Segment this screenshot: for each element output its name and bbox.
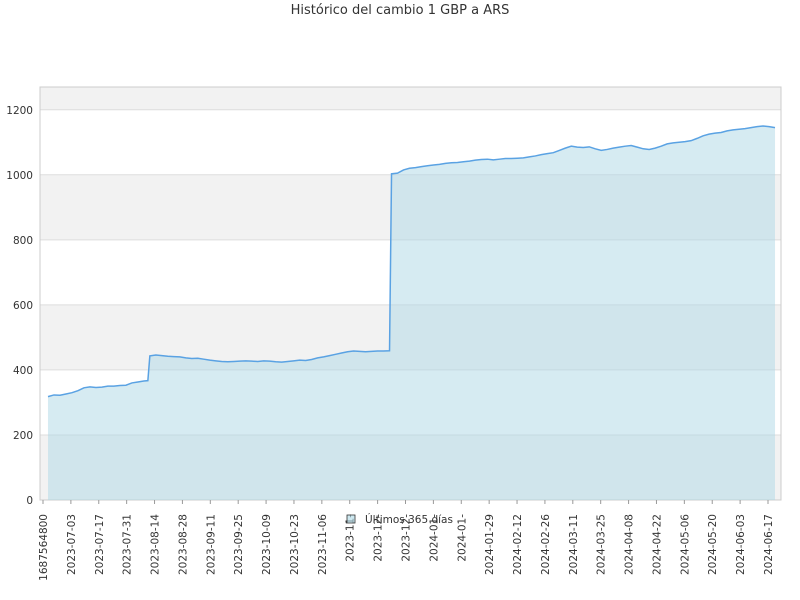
legend: Últimos 365 días — [346, 513, 453, 526]
y-tick-label: 400 — [13, 365, 33, 377]
x-tick-label: 2024-01- — [456, 514, 468, 562]
x-tick-label: 2024-05-20 — [707, 514, 719, 575]
y-tick-labels: 0 200 400 600 800 1000 1200 — [6, 105, 33, 507]
x-tick-label: 2024-04-08 — [624, 514, 636, 575]
x-tick-label: 2023-09-11 — [205, 514, 217, 575]
x-tick-label: 2023-09-25 — [233, 514, 245, 575]
chart-title: Histórico del cambio 1 GBP a ARS — [290, 3, 510, 18]
x-tick-label: 2023-08-28 — [177, 514, 189, 575]
y-tick-label: 600 — [13, 300, 33, 312]
x-tick-label: 2024-02-26 — [540, 514, 552, 575]
x-tick-label: 2023-10-09 — [261, 514, 273, 575]
x-tick-label: 2023-11- — [345, 514, 357, 562]
x-tick-label: 2023-11-06 — [317, 514, 329, 575]
y-band — [40, 87, 781, 110]
y-tick-label: 1200 — [6, 105, 33, 117]
series-line — [47, 125, 776, 398]
x-tick-label: 2024-05-06 — [679, 514, 691, 575]
x-tick-label: 2023-12- — [373, 514, 385, 562]
y-tick-label: 1000 — [6, 170, 33, 182]
series-area — [47, 126, 776, 501]
x-tick-label: 2024-04-22 — [652, 514, 664, 575]
x-tick-label: 2024-02-12 — [512, 514, 524, 575]
y-tick-label: 200 — [13, 430, 33, 442]
x-tick-label: 2023-08-14 — [150, 514, 162, 575]
legend-swatch — [346, 514, 356, 524]
legend-label-series-0: Últimos 365 días — [365, 513, 453, 526]
x-tick-label: 2024-06-03 — [735, 514, 747, 575]
x-tick-label: 2023-07-03 — [66, 514, 78, 575]
x-tick-label: 2024-03-25 — [596, 514, 608, 575]
y-tick-label: 800 — [13, 235, 33, 247]
x-tick-label: 2024-01- — [428, 514, 440, 562]
x-tick-label: 2023-07-31 — [122, 514, 134, 575]
x-tick-label: 2023-10-23 — [289, 514, 301, 575]
x-tick-label: 2023-12- — [401, 514, 413, 562]
x-tick-labels: 1687564800 2023-07-03 2023-07-17 2023-07-31… — [38, 500, 775, 581]
y-tick-label: 0 — [26, 495, 33, 507]
x-tick-label: 2024-03-11 — [568, 514, 580, 575]
x-tick-label: 1687564800 — [38, 514, 50, 581]
x-tick-label: 2023-07-17 — [94, 514, 106, 575]
x-tick-label: 2024-01-29 — [484, 514, 496, 575]
x-tick-label: 2024-06-17 — [763, 514, 775, 575]
